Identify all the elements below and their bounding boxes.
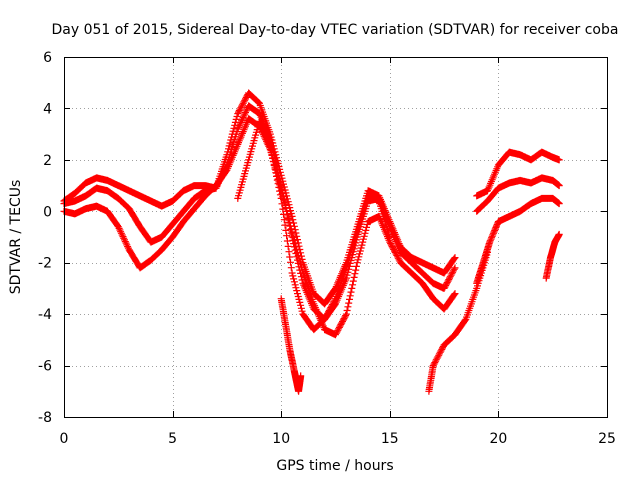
series-markers: [542, 230, 563, 282]
x-tick-label: 15: [381, 431, 399, 447]
series-trace-1: [60, 115, 459, 339]
y-tick-label: 2: [43, 153, 52, 169]
series-trace-5: [277, 295, 305, 395]
y-tick-label: 6: [43, 50, 52, 66]
x-tick-label: 25: [598, 431, 616, 447]
series-trace-9: [473, 194, 563, 287]
y-tick-label: -8: [38, 410, 52, 426]
series-markers: [473, 194, 563, 287]
x-tick-labels: 0 5 10 15 20 25: [60, 431, 616, 447]
series-markers: [473, 148, 563, 200]
series-markers: [60, 102, 459, 323]
y-tick-labels: -8 -6 -4 -2 0 2 4 6: [38, 50, 52, 426]
series-trace-2: [60, 102, 459, 323]
series-trace-8: [473, 174, 563, 215]
data-series: [60, 89, 563, 395]
series-trace-4: [234, 117, 394, 334]
series-markers: [277, 295, 305, 395]
x-tick-label: 0: [60, 431, 69, 447]
chart-title: Day 051 of 2015, Sidereal Day-to-day VTE…: [52, 22, 619, 38]
series-markers: [60, 115, 459, 339]
y-tick-label: -2: [38, 256, 52, 272]
series-trace-10: [542, 230, 563, 282]
y-tick-label: -6: [38, 359, 52, 375]
x-tick-label: 20: [489, 431, 507, 447]
x-axis-label: GPS time / hours: [276, 458, 393, 474]
x-tick-label: 5: [168, 431, 177, 447]
y-axis-label: SDTVAR / TECUs: [8, 180, 24, 295]
series-markers: [473, 174, 563, 215]
series-markers: [234, 117, 394, 334]
y-tick-label: 4: [43, 101, 52, 117]
plot-frame: [64, 57, 608, 418]
y-tick-label: -4: [38, 307, 52, 323]
x-tick-label: 10: [272, 431, 290, 447]
y-tick-label: 0: [43, 204, 52, 220]
series-trace-7: [473, 148, 563, 200]
